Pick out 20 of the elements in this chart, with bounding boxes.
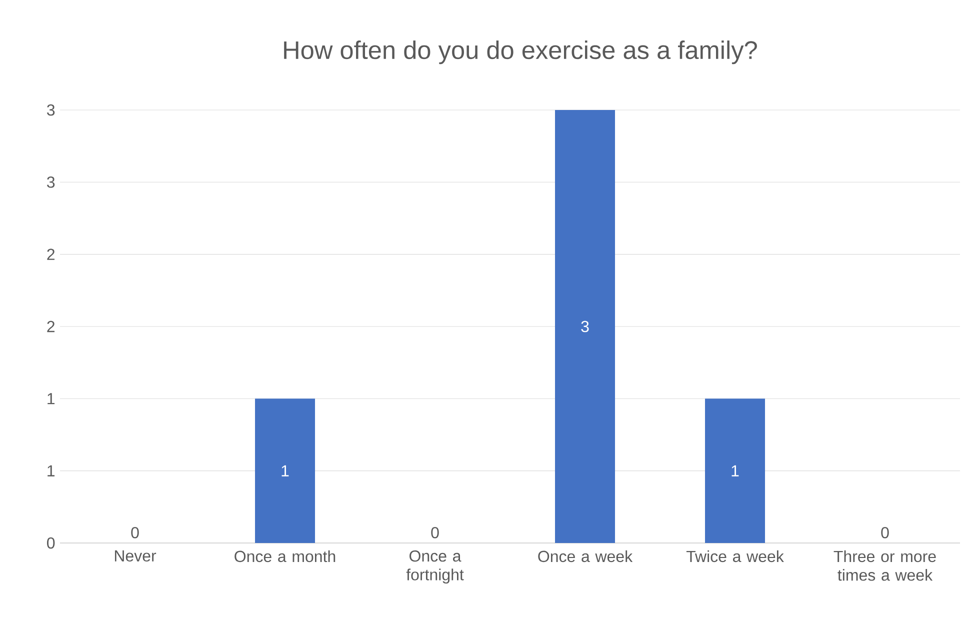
- data-label: 0: [881, 526, 889, 538]
- data-label: 0: [131, 526, 139, 538]
- x-tick-label: Three or more times a week: [834, 550, 936, 581]
- data-label: 1: [732, 465, 739, 476]
- y-tick-label: 3: [47, 176, 55, 188]
- y-tick-label: 2: [47, 320, 54, 332]
- y-tick-label: 3: [47, 104, 55, 116]
- x-tick-label: Twice a week: [686, 550, 784, 562]
- y-tick-label: 1: [48, 465, 55, 476]
- x-tick-label: Once a month: [234, 550, 336, 562]
- data-label: 1: [282, 465, 289, 476]
- x-tick-label: Once a week: [538, 550, 633, 562]
- data-label: 0: [431, 526, 439, 538]
- chart-title: How often do you do exercise as a family?: [284, 40, 757, 64]
- y-tick-label: 2: [47, 248, 54, 260]
- x-tick-label: Never: [114, 550, 156, 562]
- y-tick-label: 1: [48, 393, 55, 404]
- data-label: 3: [581, 320, 589, 332]
- y-tick-label: 0: [47, 537, 55, 549]
- x-tick-label: Once a fortnight: [406, 550, 464, 584]
